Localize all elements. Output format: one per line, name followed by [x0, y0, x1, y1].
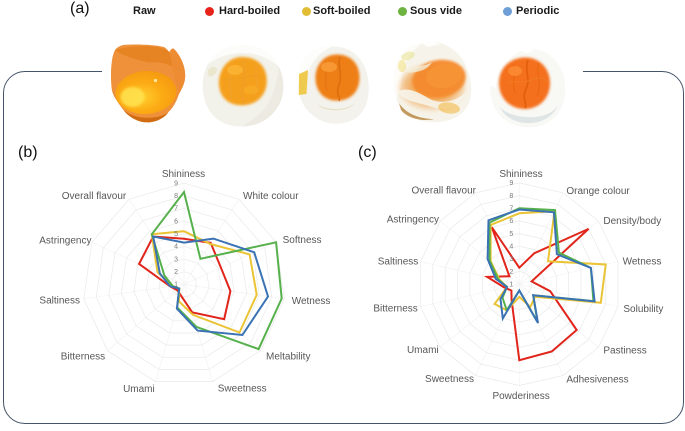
svg-text:1: 1 — [174, 282, 178, 289]
svg-text:Astringency: Astringency — [39, 236, 91, 247]
svg-text:Shininess: Shininess — [499, 169, 542, 180]
svg-text:Shininess: Shininess — [162, 169, 205, 180]
svg-text:Wetness: Wetness — [623, 257, 662, 268]
svg-text:Sweetness: Sweetness — [218, 383, 267, 394]
svg-text:4: 4 — [174, 244, 178, 251]
svg-text:5: 5 — [174, 231, 178, 238]
svg-text:Powderiness: Powderiness — [492, 391, 549, 402]
svg-text:Wetness: Wetness — [292, 296, 331, 307]
svg-text:Overall flavour: Overall flavour — [62, 191, 127, 202]
svg-text:Umami: Umami — [407, 345, 439, 356]
svg-text:White colour: White colour — [243, 191, 299, 202]
svg-text:Softness: Softness — [283, 235, 322, 246]
svg-text:5: 5 — [509, 231, 513, 238]
svg-text:Orange colour: Orange colour — [566, 186, 630, 197]
svg-text:Pastiness: Pastiness — [603, 345, 646, 356]
svg-text:8: 8 — [509, 193, 513, 200]
svg-text:6: 6 — [509, 218, 513, 225]
svg-text:2: 2 — [509, 269, 513, 276]
svg-text:1: 1 — [509, 282, 513, 289]
svg-text:8: 8 — [174, 193, 178, 200]
svg-text:Sweetness: Sweetness — [425, 374, 474, 385]
svg-text:Overall flavour: Overall flavour — [412, 186, 477, 197]
svg-text:Solubility: Solubility — [623, 304, 663, 315]
svg-text:Saltiness: Saltiness — [378, 257, 419, 268]
svg-text:Bitterness: Bitterness — [61, 352, 105, 363]
svg-text:7: 7 — [174, 206, 178, 213]
svg-text:Adhesiveness: Adhesiveness — [566, 374, 628, 385]
svg-text:2: 2 — [174, 269, 178, 276]
svg-text:Astringency: Astringency — [387, 215, 439, 226]
svg-text:3: 3 — [509, 256, 513, 263]
svg-text:7: 7 — [509, 206, 513, 213]
svg-text:9: 9 — [509, 180, 513, 187]
svg-text:9: 9 — [174, 180, 178, 187]
svg-text:Umami: Umami — [123, 384, 155, 395]
svg-text:4: 4 — [509, 244, 513, 251]
svg-text:6: 6 — [174, 218, 178, 225]
svg-text:3: 3 — [174, 256, 178, 263]
svg-text:Saltiness: Saltiness — [39, 296, 80, 307]
svg-text:Density/body: Density/body — [603, 216, 661, 227]
svg-text:Bitterness: Bitterness — [373, 303, 417, 314]
svg-text:Meltability: Meltability — [266, 352, 310, 363]
